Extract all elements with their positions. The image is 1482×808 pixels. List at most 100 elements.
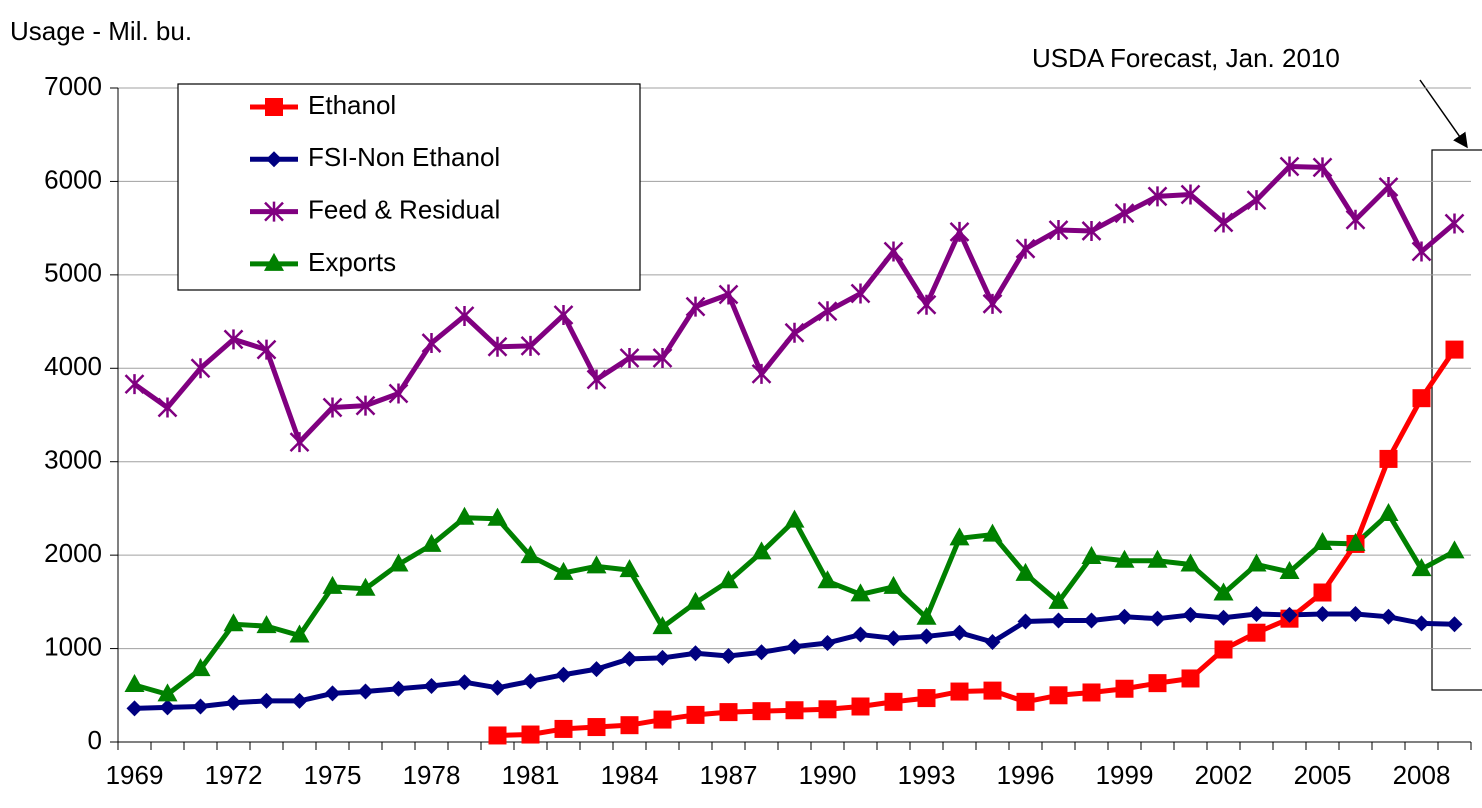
point-marker — [1279, 560, 1300, 579]
point-marker — [1215, 609, 1232, 626]
point-marker — [718, 570, 739, 589]
point-marker — [917, 689, 936, 708]
point-marker — [1182, 606, 1199, 623]
legend-marker — [264, 252, 284, 271]
point-marker — [487, 507, 508, 526]
point-marker — [685, 591, 706, 610]
point-marker — [982, 523, 1003, 542]
point-marker — [1048, 220, 1069, 241]
point-marker — [1081, 546, 1102, 565]
point-marker — [619, 559, 640, 578]
point-marker — [687, 645, 704, 662]
point-marker — [620, 716, 639, 735]
point-marker — [984, 634, 1001, 651]
point-marker — [852, 626, 869, 643]
point-marker — [1116, 608, 1133, 625]
point-marker — [1445, 340, 1464, 359]
point-marker — [785, 701, 804, 720]
point-marker — [190, 358, 211, 379]
legend-marker — [265, 98, 283, 116]
point-marker — [454, 305, 475, 326]
point-marker — [159, 699, 176, 716]
point-marker — [983, 681, 1002, 700]
point-marker — [586, 555, 607, 574]
point-marker — [885, 630, 902, 647]
point-marker — [653, 710, 672, 729]
point-marker — [388, 553, 409, 572]
point-marker — [522, 673, 539, 690]
point-marker — [587, 718, 606, 737]
point-marker — [1115, 679, 1134, 698]
point-marker — [388, 383, 409, 404]
point-marker — [619, 348, 640, 369]
point-marker — [1149, 610, 1166, 627]
point-marker — [850, 583, 871, 602]
y-tick-label: 5000 — [44, 258, 102, 288]
point-marker — [553, 305, 574, 326]
point-marker — [1181, 669, 1200, 688]
point-marker — [1048, 590, 1069, 609]
point-marker — [324, 685, 341, 702]
point-marker — [1246, 553, 1267, 572]
point-marker — [357, 683, 374, 700]
point-marker — [1378, 503, 1399, 522]
point-marker — [1083, 612, 1100, 629]
point-marker — [256, 615, 277, 634]
point-marker — [652, 616, 673, 635]
point-marker — [1312, 157, 1333, 178]
point-marker — [1279, 156, 1300, 177]
point-marker — [883, 575, 904, 594]
x-tick-label: 1981 — [502, 760, 560, 790]
point-marker — [487, 336, 508, 357]
point-marker — [720, 648, 737, 665]
point-marker — [421, 533, 442, 552]
point-marker — [190, 658, 211, 677]
point-marker — [1444, 213, 1465, 234]
point-marker — [1081, 220, 1102, 241]
point-marker — [1213, 212, 1234, 233]
point-marker — [192, 698, 209, 715]
point-marker — [322, 397, 343, 418]
point-marker — [1411, 241, 1432, 262]
point-marker — [289, 624, 310, 643]
point-marker — [553, 561, 574, 580]
point-marker — [421, 333, 442, 354]
point-marker — [223, 329, 244, 350]
y-tick-label: 1000 — [44, 631, 102, 661]
series-line — [497, 348, 1457, 738]
point-marker — [817, 570, 838, 589]
point-marker — [784, 509, 805, 528]
point-marker — [1281, 606, 1298, 623]
legend-label: Feed & Residual — [308, 194, 500, 224]
y-tick-label: 0 — [88, 725, 102, 755]
y-tick-label: 4000 — [44, 351, 102, 381]
point-marker — [819, 634, 836, 651]
x-tick-label: 1972 — [205, 760, 263, 790]
point-marker — [1016, 692, 1035, 711]
point-marker — [520, 545, 541, 564]
point-marker — [1114, 549, 1135, 568]
point-marker — [520, 335, 541, 356]
series-line — [133, 511, 1456, 697]
point-marker — [157, 397, 178, 418]
point-marker — [1444, 540, 1465, 559]
point-marker — [521, 725, 540, 744]
x-tick-label: 1996 — [997, 760, 1055, 790]
point-marker — [1312, 531, 1333, 550]
point-marker — [223, 613, 244, 632]
x-tick-label: 2005 — [1294, 760, 1352, 790]
point-marker — [1214, 640, 1233, 659]
point-marker — [851, 697, 870, 716]
y-tick-label: 7000 — [44, 71, 102, 101]
point-marker — [949, 527, 970, 546]
point-marker — [1314, 606, 1331, 623]
point-marker — [1015, 562, 1036, 581]
point-marker — [686, 705, 705, 724]
point-marker — [555, 666, 572, 683]
point-marker — [456, 674, 473, 691]
point-marker — [850, 283, 871, 304]
x-tick-label: 1987 — [700, 760, 758, 790]
point-marker — [1380, 608, 1397, 625]
point-marker — [685, 296, 706, 317]
